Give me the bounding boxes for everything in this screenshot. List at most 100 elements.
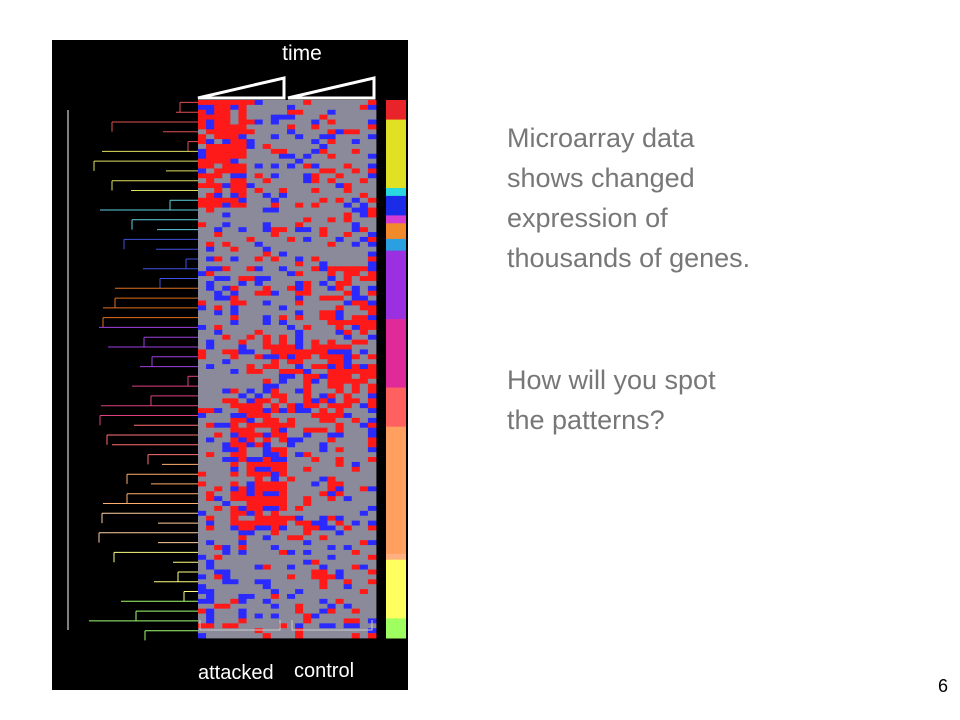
heatmap-cell (359, 540, 369, 546)
heatmap-cell (327, 144, 336, 150)
heatmap-cell (214, 285, 223, 292)
heatmap-cell (230, 618, 239, 624)
heatmap-cell (327, 633, 336, 639)
heatmap-cell (230, 564, 239, 570)
heatmap-cell (214, 295, 223, 301)
heatmap-cell (230, 427, 239, 433)
heatmap-cell (303, 369, 312, 375)
heatmap-cell (359, 236, 369, 243)
heatmap-cell (278, 163, 288, 169)
heatmap-cell (270, 261, 280, 267)
heatmap-cell (311, 486, 320, 492)
heatmap-cell (214, 188, 223, 194)
heatmap-cell (254, 403, 264, 409)
heatmap-cell (262, 329, 272, 336)
heatmap-cell (254, 359, 264, 365)
heatmap-cell (262, 584, 272, 590)
heatmap-cell (246, 466, 256, 473)
heatmap-cell (222, 452, 231, 458)
heatmap-cell (351, 510, 361, 517)
heatmap-cell (254, 124, 264, 130)
heatmap-cell (254, 520, 264, 526)
heatmap-cell (367, 457, 377, 463)
heatmap-cell (287, 437, 296, 443)
heatmap-cell (335, 373, 345, 380)
heatmap-cell (351, 618, 361, 624)
heatmap-cell (246, 300, 256, 306)
heatmap-cell (222, 383, 231, 389)
heatmap-cell (278, 280, 288, 287)
heatmap-cell (359, 212, 369, 218)
heatmap-cell (198, 300, 207, 306)
heatmap-cell (287, 100, 296, 106)
heatmap-cell (351, 422, 361, 429)
heatmap-cell (367, 100, 377, 106)
heatmap-cell (287, 217, 296, 223)
heatmap-cell (359, 442, 369, 448)
heatmap-cell (367, 320, 377, 326)
heatmap-cell (214, 246, 223, 253)
heatmap-cell (238, 261, 247, 267)
heatmap-cell (351, 236, 361, 243)
heatmap-cell (254, 486, 264, 492)
heatmap-cell (295, 305, 304, 311)
heatmap-cell (351, 104, 361, 111)
heatmap-cell (303, 349, 312, 355)
heatmap-cell (246, 633, 256, 639)
heatmap-cell (359, 344, 369, 350)
heatmap-cell (295, 290, 304, 297)
heatmap-cell (359, 515, 369, 522)
heatmap-cell (303, 329, 312, 336)
heatmap-cell (254, 481, 264, 487)
heatmap-cell (238, 256, 247, 262)
heatmap-cell (254, 310, 264, 316)
heatmap-cell (214, 266, 223, 272)
heatmap-cell (359, 525, 369, 531)
heatmap-cell (367, 540, 377, 546)
heatmap-cell (335, 461, 345, 468)
heatmap-cell (206, 515, 215, 522)
heatmap-cell (238, 148, 247, 155)
heatmap-cell (198, 324, 207, 331)
heatmap-cell (303, 589, 312, 595)
heatmap-cell (367, 344, 377, 350)
heatmap-cell (351, 227, 361, 233)
heatmap-cell (230, 574, 239, 580)
heatmap-cell (351, 633, 361, 639)
heatmap-cell (270, 457, 280, 463)
heatmap-cell (367, 334, 377, 341)
heatmap-cell (246, 569, 256, 575)
heatmap-cell (327, 227, 336, 233)
heatmap-cell (351, 491, 361, 497)
heatmap-cell (222, 305, 231, 311)
heatmap-cell (327, 329, 336, 336)
heatmap-cell (278, 584, 288, 590)
heatmap-cell (319, 266, 328, 272)
heatmap-cell (311, 246, 320, 253)
heatmap-cell (367, 520, 377, 526)
heatmap-cell (303, 310, 312, 316)
heatmap-cell (295, 549, 304, 556)
heatmap-cell (262, 192, 272, 199)
heatmap-cell (246, 388, 256, 394)
heatmap-cell (270, 334, 280, 341)
heatmap-cell (303, 491, 312, 497)
heatmap-cell (262, 388, 272, 394)
heatmap-cell (351, 471, 361, 477)
heatmap-cell (287, 129, 296, 135)
heatmap-cell (214, 104, 223, 111)
heatmap-cell (335, 452, 345, 458)
heatmap-cell (214, 153, 223, 160)
heatmap-cell (230, 491, 239, 497)
heatmap-cell (319, 408, 328, 414)
heatmap-cell (230, 114, 239, 120)
heatmap-cell (335, 598, 345, 605)
heatmap-cell (311, 295, 320, 301)
heatmap-cell (262, 545, 272, 551)
heatmap-cell (222, 525, 231, 531)
heatmap-cell (198, 378, 207, 385)
heatmap-cell (343, 515, 353, 522)
heatmap-cell (230, 339, 239, 345)
heatmap-cell (335, 173, 345, 179)
heatmap-cell (343, 476, 353, 482)
